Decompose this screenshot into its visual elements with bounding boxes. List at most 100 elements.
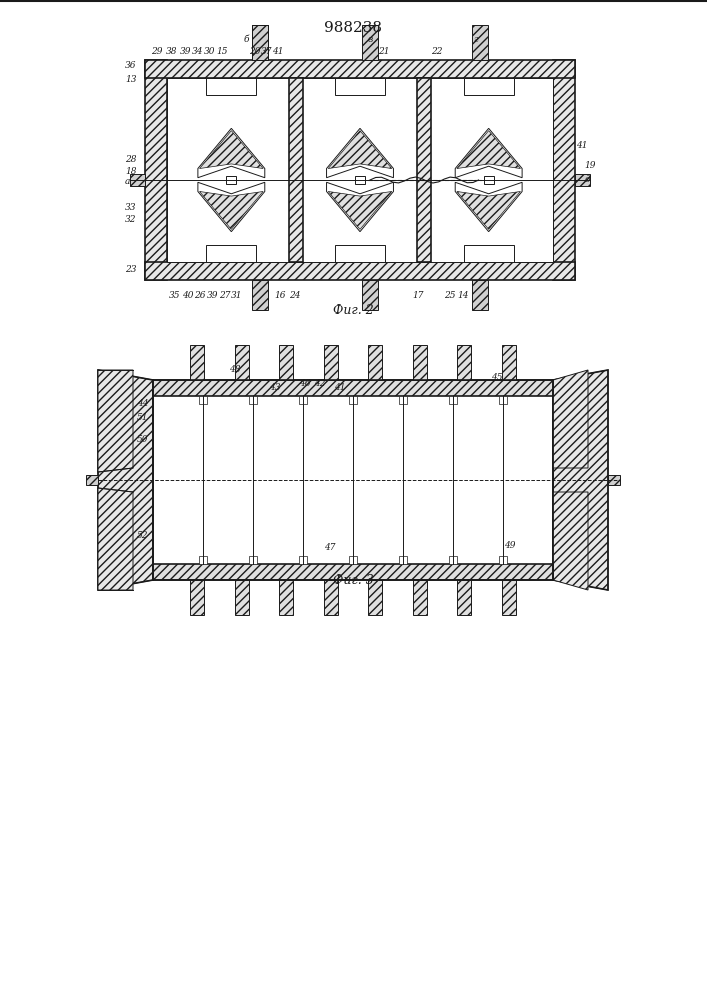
Text: а: а xyxy=(124,178,129,186)
Text: 23: 23 xyxy=(125,265,136,274)
Text: 40: 40 xyxy=(182,290,194,300)
Text: 42: 42 xyxy=(314,378,326,387)
Polygon shape xyxy=(328,191,392,229)
Bar xyxy=(299,396,307,404)
Polygon shape xyxy=(199,131,263,169)
Bar xyxy=(190,580,204,615)
Bar xyxy=(145,262,575,280)
Bar xyxy=(279,345,293,380)
Polygon shape xyxy=(328,131,392,169)
Polygon shape xyxy=(553,370,588,468)
Text: 18: 18 xyxy=(125,167,136,176)
Bar xyxy=(252,25,268,60)
Bar xyxy=(355,176,365,184)
Bar xyxy=(335,78,385,95)
Bar xyxy=(335,245,385,262)
Text: 47: 47 xyxy=(325,544,336,552)
Text: 46: 46 xyxy=(299,378,311,387)
Text: 41: 41 xyxy=(576,140,588,149)
Polygon shape xyxy=(455,182,522,232)
Text: 32: 32 xyxy=(125,216,136,225)
Text: 20: 20 xyxy=(250,47,261,56)
Text: 15: 15 xyxy=(216,47,228,56)
Polygon shape xyxy=(199,191,263,229)
Polygon shape xyxy=(553,370,608,590)
Polygon shape xyxy=(98,488,133,590)
Text: 16: 16 xyxy=(274,290,286,300)
Bar xyxy=(235,580,249,615)
Bar xyxy=(199,556,207,564)
Bar xyxy=(324,580,338,615)
Polygon shape xyxy=(457,191,520,229)
Bar xyxy=(449,396,457,404)
Text: 36: 36 xyxy=(125,60,136,70)
Bar xyxy=(299,556,307,564)
Bar xyxy=(349,556,357,564)
Text: 48: 48 xyxy=(229,365,241,374)
Text: 30: 30 xyxy=(204,47,216,56)
Polygon shape xyxy=(455,128,522,178)
Polygon shape xyxy=(98,370,133,472)
Bar xyxy=(235,345,249,380)
Bar xyxy=(499,556,507,564)
Bar xyxy=(86,475,98,485)
Bar xyxy=(206,245,257,262)
Text: 22: 22 xyxy=(431,47,443,56)
Bar xyxy=(472,25,488,60)
Bar xyxy=(145,60,575,78)
Text: 33: 33 xyxy=(125,202,136,212)
Bar xyxy=(279,580,293,615)
Bar xyxy=(553,60,575,280)
Text: 45: 45 xyxy=(491,372,503,381)
Bar xyxy=(575,174,590,186)
Bar xyxy=(457,580,471,615)
Bar xyxy=(153,564,553,580)
Text: 41: 41 xyxy=(334,382,346,391)
Text: 31: 31 xyxy=(231,290,243,300)
Bar xyxy=(167,78,553,262)
Bar xyxy=(226,176,236,184)
Bar xyxy=(501,580,515,615)
Bar xyxy=(484,176,493,184)
Text: 13: 13 xyxy=(125,76,136,85)
Text: 43: 43 xyxy=(269,382,281,391)
Bar xyxy=(288,78,303,262)
Text: г: г xyxy=(474,35,478,44)
Text: в: в xyxy=(368,35,373,44)
Text: Фиг. 2: Фиг. 2 xyxy=(332,304,373,316)
Polygon shape xyxy=(327,182,394,232)
Text: 25: 25 xyxy=(444,290,456,300)
Text: 19: 19 xyxy=(584,160,596,169)
Bar xyxy=(249,396,257,404)
Bar xyxy=(608,475,620,485)
Polygon shape xyxy=(327,128,394,178)
Bar xyxy=(199,396,207,404)
Polygon shape xyxy=(457,131,520,169)
Text: 37: 37 xyxy=(262,47,273,56)
Bar xyxy=(499,396,507,404)
Text: 44: 44 xyxy=(137,398,148,408)
Polygon shape xyxy=(198,128,265,178)
Text: 34: 34 xyxy=(192,47,204,56)
Text: 35: 35 xyxy=(169,290,181,300)
Bar xyxy=(417,78,431,262)
Bar xyxy=(368,580,382,615)
Bar xyxy=(190,345,204,380)
Text: б: б xyxy=(243,35,249,44)
Bar xyxy=(464,78,514,95)
Text: 21: 21 xyxy=(378,47,390,56)
Bar xyxy=(145,60,167,280)
Text: 39: 39 xyxy=(180,47,192,56)
Bar xyxy=(368,345,382,380)
Bar xyxy=(324,345,338,380)
Text: 988238: 988238 xyxy=(324,21,382,35)
Text: 14: 14 xyxy=(457,290,469,300)
Bar xyxy=(413,345,426,380)
Bar xyxy=(399,556,407,564)
Bar xyxy=(501,345,515,380)
Bar xyxy=(130,174,145,186)
Text: 51: 51 xyxy=(137,414,148,422)
Text: 49: 49 xyxy=(504,540,515,550)
Text: 26: 26 xyxy=(194,290,206,300)
Text: 29: 29 xyxy=(151,47,163,56)
